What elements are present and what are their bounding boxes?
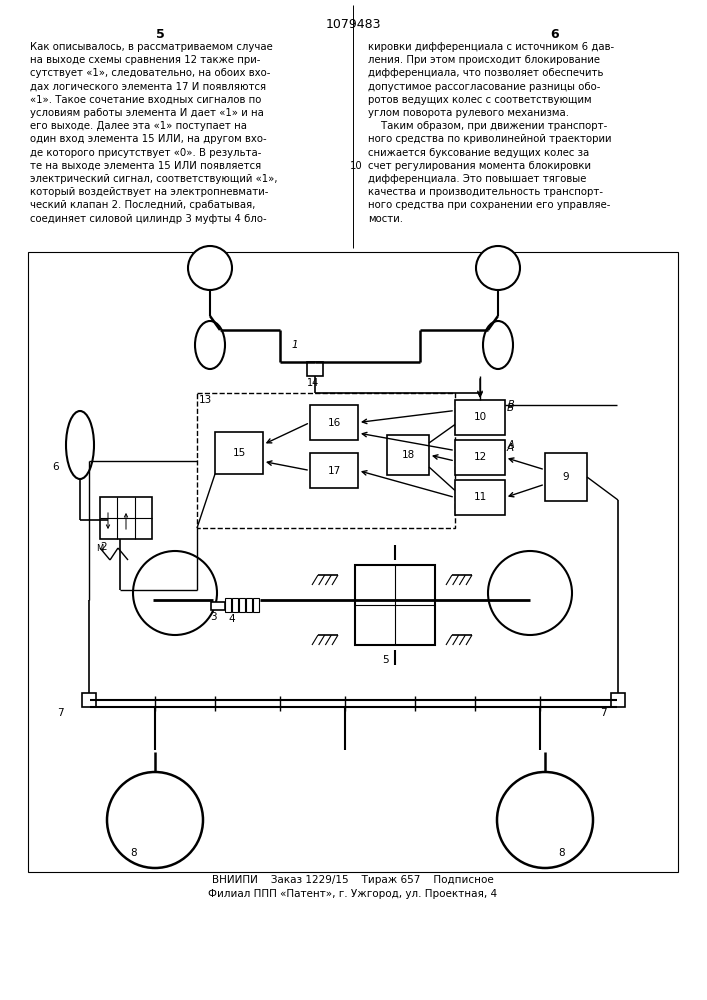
Text: 2: 2 <box>100 542 107 552</box>
Text: 15: 15 <box>233 448 245 458</box>
Text: углом поворота рулевого механизма.: углом поворота рулевого механизма. <box>368 108 569 118</box>
Text: ческий клапан 2. Последний, срабатывая,: ческий клапан 2. Последний, срабатывая, <box>30 200 255 210</box>
Circle shape <box>476 246 520 290</box>
Ellipse shape <box>66 411 94 479</box>
Text: ления. При этом происходит блокирование: ления. При этом происходит блокирование <box>368 55 600 65</box>
Text: B: B <box>507 403 514 413</box>
Text: ного средства по криволинейной траектории: ного средства по криволинейной траектори… <box>368 134 612 144</box>
Text: 8: 8 <box>130 848 136 858</box>
Bar <box>310 453 358 488</box>
Circle shape <box>133 551 217 635</box>
Text: M: M <box>96 544 103 553</box>
Bar <box>387 435 429 475</box>
Bar <box>82 693 96 707</box>
Text: B: B <box>508 400 515 410</box>
Text: 10: 10 <box>350 161 363 171</box>
Ellipse shape <box>195 321 225 369</box>
Bar <box>455 400 505 435</box>
Text: 4: 4 <box>228 614 235 624</box>
Text: один вход элемента 15 ИЛИ, на другом вхо-: один вход элемента 15 ИЛИ, на другом вхо… <box>30 134 267 144</box>
Bar <box>100 497 152 539</box>
Bar <box>239 598 245 612</box>
Bar <box>455 480 505 515</box>
Text: дифференциала, что позволяет обеспечить: дифференциала, что позволяет обеспечить <box>368 68 603 78</box>
Text: мости.: мости. <box>368 214 403 224</box>
Text: 11: 11 <box>474 492 486 502</box>
Text: 12: 12 <box>474 452 486 462</box>
Text: 1: 1 <box>292 340 298 350</box>
Text: те на выходе элемента 15 ИЛИ появляется: те на выходе элемента 15 ИЛИ появляется <box>30 161 262 171</box>
Circle shape <box>497 772 593 868</box>
Text: 3: 3 <box>210 612 216 622</box>
Text: счет регулирования момента блокировки: счет регулирования момента блокировки <box>368 161 591 171</box>
Bar <box>232 598 238 612</box>
Text: на выходе схемы сравнения 12 также при-: на выходе схемы сравнения 12 также при- <box>30 55 260 65</box>
Text: ротов ведущих колес с соответствующим: ротов ведущих колес с соответствующим <box>368 95 592 105</box>
Bar <box>225 598 231 612</box>
Text: 7: 7 <box>600 708 607 718</box>
Ellipse shape <box>483 321 513 369</box>
Bar <box>355 565 435 645</box>
Text: Филиал ППП «Патент», г. Ужгород, ул. Проектная, 4: Филиал ППП «Патент», г. Ужгород, ул. Про… <box>209 889 498 899</box>
Bar <box>310 405 358 440</box>
Text: 1079483: 1079483 <box>325 18 381 31</box>
Text: снижается буксование ведущих колес за: снижается буксование ведущих колес за <box>368 148 589 158</box>
Text: ВНИИПИ    Заказ 1229/15    Тираж 657    Подписное: ВНИИПИ Заказ 1229/15 Тираж 657 Подписное <box>212 875 494 885</box>
Text: сутствует «1», следовательно, на обоих вхо-: сутствует «1», следовательно, на обоих в… <box>30 68 270 78</box>
Text: его выходе. Далее эта «1» поступает на: его выходе. Далее эта «1» поступает на <box>30 121 247 131</box>
Text: 9: 9 <box>563 472 569 482</box>
Text: «1». Такое сочетание входных сигналов по: «1». Такое сочетание входных сигналов по <box>30 95 262 105</box>
Bar <box>611 693 625 707</box>
Text: 17: 17 <box>327 466 341 476</box>
Bar <box>197 393 455 528</box>
Text: допустимое рассогласование разницы обо-: допустимое рассогласование разницы обо- <box>368 82 600 92</box>
Text: кировки дифференциала с источником 6 дав-: кировки дифференциала с источником 6 дав… <box>368 42 614 52</box>
Text: 5: 5 <box>156 28 164 41</box>
Text: 5: 5 <box>382 655 389 665</box>
Text: 18: 18 <box>402 450 414 460</box>
Bar <box>455 440 505 475</box>
Text: электрический сигнал, соответствующий «1»,: электрический сигнал, соответствующий «1… <box>30 174 278 184</box>
Text: Как описывалось, в рассматриваемом случае: Как описывалось, в рассматриваемом случа… <box>30 42 273 52</box>
Text: ного средства при сохранении его управляе-: ного средства при сохранении его управля… <box>368 200 610 210</box>
Bar <box>215 432 263 474</box>
Text: соединяет силовой цилиндр 3 муфты 4 бло-: соединяет силовой цилиндр 3 муфты 4 бло- <box>30 214 267 224</box>
Text: Таким образом, при движении транспорт-: Таким образом, при движении транспорт- <box>368 121 607 131</box>
Bar <box>545 453 587 501</box>
Bar <box>28 252 678 872</box>
Text: 16: 16 <box>327 418 341 428</box>
Text: A: A <box>508 440 515 450</box>
Bar <box>246 598 252 612</box>
Circle shape <box>188 246 232 290</box>
Text: де которого присутствует «0». В результа-: де которого присутствует «0». В результа… <box>30 148 262 158</box>
Circle shape <box>488 551 572 635</box>
Text: 7: 7 <box>57 708 64 718</box>
Bar <box>211 602 225 610</box>
Text: дах логического элемента 17 И появляются: дах логического элемента 17 И появляются <box>30 82 266 92</box>
Text: 13: 13 <box>199 395 212 405</box>
Text: 10: 10 <box>474 412 486 422</box>
Text: качества и производительность транспорт-: качества и производительность транспорт- <box>368 187 603 197</box>
Bar <box>307 362 323 376</box>
Text: дифференциала. Это повышает тяговые: дифференциала. Это повышает тяговые <box>368 174 586 184</box>
Text: 6: 6 <box>551 28 559 41</box>
Text: который воздействует на электропневмати-: который воздействует на электропневмати- <box>30 187 269 197</box>
Text: A: A <box>507 443 514 453</box>
Circle shape <box>107 772 203 868</box>
Text: 14: 14 <box>307 378 320 388</box>
Bar <box>253 598 259 612</box>
Text: 6: 6 <box>52 462 59 472</box>
Text: условиям работы элемента И дает «1» и на: условиям работы элемента И дает «1» и на <box>30 108 264 118</box>
Text: 8: 8 <box>558 848 565 858</box>
